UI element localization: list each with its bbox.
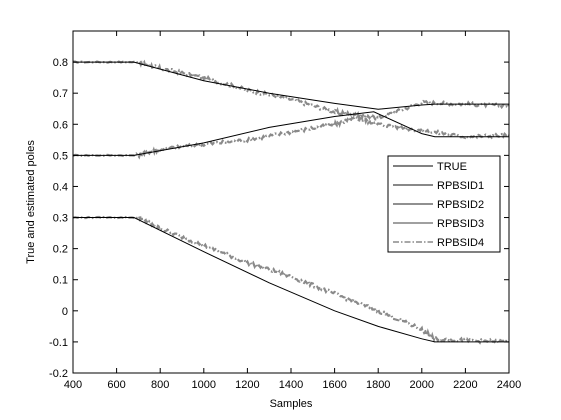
legend-label-rpbsid2: RPBSID2	[437, 199, 484, 211]
y-tick-label: 0.4	[53, 181, 68, 193]
series-line-rpbsid4-pole-3	[72, 214, 510, 346]
legend-label-rpbsid3: RPBSID3	[437, 218, 484, 230]
x-axis-label: Samples	[270, 398, 313, 410]
y-tick-label: 0.1	[53, 275, 68, 287]
legend-label-rpbsid4: RPBSID4	[437, 237, 484, 249]
x-tick-label: 1800	[366, 379, 390, 391]
y-tick-label: 0.8	[53, 57, 68, 69]
x-tick-label: 800	[151, 379, 169, 391]
y-tick-label: 0.2	[53, 244, 68, 256]
x-tick-label: 2000	[410, 379, 434, 391]
series-line-true-pole-3	[73, 217, 509, 343]
legend-label-rpbsid1: RPBSID1	[437, 180, 484, 192]
y-tick-label: -0.1	[49, 337, 68, 349]
x-tick-label: 1000	[192, 379, 216, 391]
series-line-true-pole-1	[73, 61, 509, 110]
x-tick-label: 600	[107, 379, 125, 391]
x-tick-label: 1400	[279, 379, 303, 391]
series-line-true-pole-2	[73, 111, 509, 156]
x-tick-label: 400	[64, 379, 82, 391]
x-tick-label: 2400	[497, 379, 521, 391]
series-line-rpbsid4-pole-2	[72, 115, 510, 161]
y-tick-label: -0.2	[49, 368, 68, 380]
y-tick-label: 0	[62, 306, 68, 318]
y-axis-label: True and estimated poles	[25, 140, 37, 264]
y-tick-label: 0.6	[53, 119, 68, 131]
y-tick-label: 0.5	[53, 150, 68, 162]
y-axis: -0.2 -0.1 0 0.1 0.2 0.3 0.4 0.5 0.6 0.7 0.8	[49, 57, 509, 380]
legend: TRUE RPBSID1 RPBSID2 RPBSID3 RPBSID4	[387, 155, 501, 253]
legend-label-true: TRUE	[437, 161, 467, 173]
y-tick-label: 0.3	[53, 213, 68, 225]
x-tick-label: 1200	[235, 379, 259, 391]
x-axis: 400 600 800 1000 1200 1400 1600 1800 2000 2200 240…	[64, 31, 521, 391]
x-tick-label: 2200	[453, 379, 477, 391]
x-tick-label: 1600	[322, 379, 346, 391]
series-layer	[72, 59, 510, 346]
y-tick-label: 0.7	[53, 88, 68, 100]
